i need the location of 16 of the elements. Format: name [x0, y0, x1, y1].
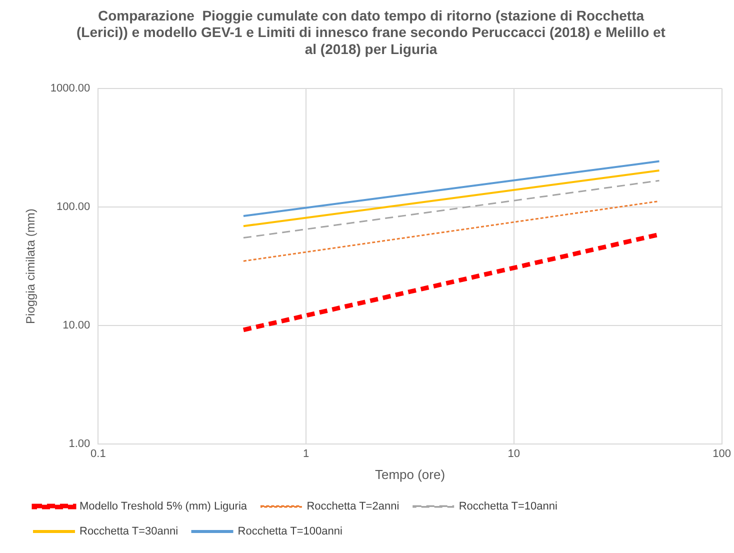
legend-label: Rocchetta T=30anni	[80, 526, 178, 538]
x-tick-label: 100	[712, 448, 732, 460]
y-tick-label: 10.00	[62, 320, 90, 332]
legend-label: Modello Treshold 5% (mm) Liguria	[80, 500, 248, 513]
chart-title: Comparazione Pioggie cumulate con dato tempo di ritorno (stazione di Rocchetta (Lerici)) e modello GEV-1 e Limiti di innesco frane secondo Peruccacci (2018) e Melillo et al (2018) per Liguria	[76, 7, 666, 57]
y-tick-label: 1.00	[68, 438, 90, 450]
x-tick-label: 0.1	[90, 448, 106, 460]
y-tick-label: 1000.00	[50, 82, 90, 94]
x-tick-label: 1	[302, 448, 310, 460]
x-tick-label: 10	[508, 448, 520, 460]
y-tick-label: 100.00	[56, 201, 90, 214]
legend-label: Rocchetta T=10anni	[458, 500, 558, 513]
legend-label: Rocchetta T=100anni	[238, 526, 342, 538]
x-axis-title: Tempo (ore)	[374, 466, 446, 482]
y-axis-title: Pioggia cimilata (mm)	[24, 208, 38, 324]
legend-label: Rocchetta T=2anni	[306, 500, 400, 513]
